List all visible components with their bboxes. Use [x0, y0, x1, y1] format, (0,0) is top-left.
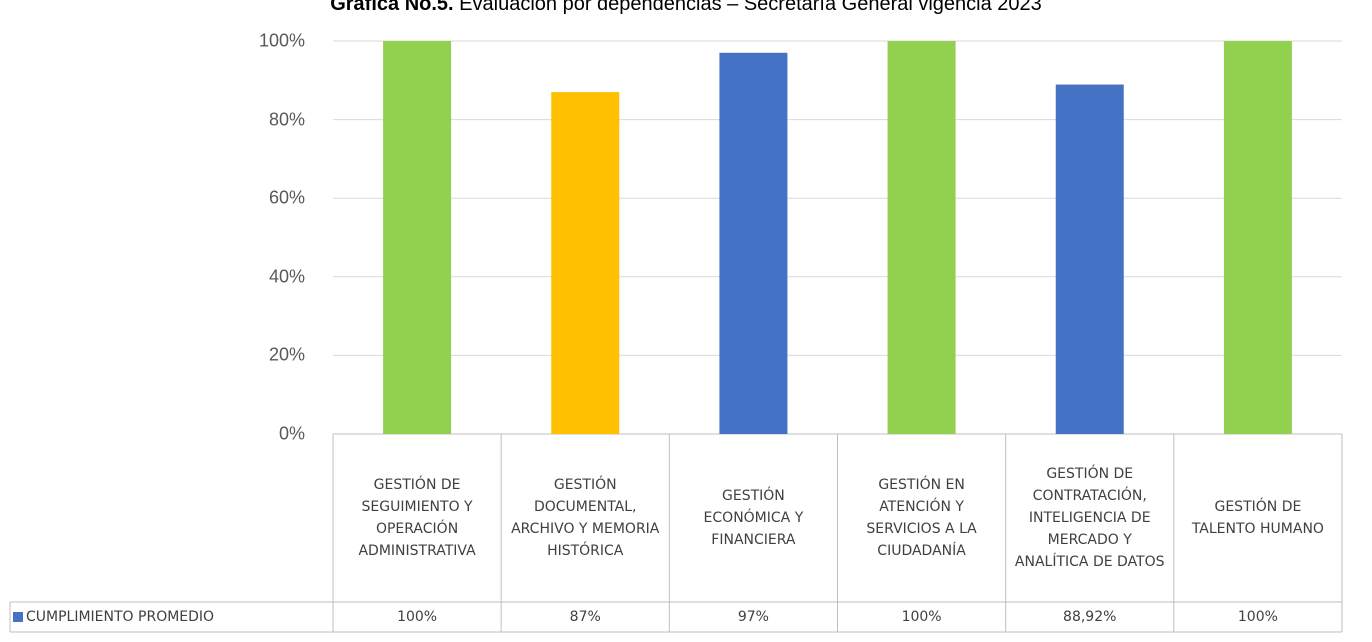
- legend: CUMPLIMIENTO PROMEDIO: [10, 602, 333, 632]
- value-label: 97%: [737, 609, 769, 625]
- x-tick-label: GESTIÓN DE SEGUIMIENTO Y OPERACIÓN ADMIN…: [358, 477, 476, 559]
- value-label: 100%: [1237, 609, 1278, 625]
- title-label: Gráfica No.5.: [330, 0, 454, 15]
- bar: [1223, 41, 1292, 434]
- y-tick-label: 80%: [268, 109, 305, 130]
- y-tick-label: 60%: [268, 187, 305, 208]
- value-label: 100%: [901, 609, 942, 625]
- title-text: Evaluación por dependencias – Secretaría…: [459, 0, 1042, 15]
- value-label: 87%: [569, 609, 601, 625]
- chart-title: Gráfica No.5. Evaluación por dependencia…: [0, 0, 1372, 16]
- bar: [719, 52, 788, 434]
- y-tick-label: 40%: [268, 266, 305, 287]
- value-label: 88,92%: [1063, 609, 1117, 625]
- x-tick-label: GESTIÓN ECONÓMICA Y FINANCIERA: [703, 488, 804, 548]
- bar: [551, 92, 620, 434]
- x-tick-label: GESTIÓN EN ATENCIÓN Y SERVICIOS A LA CIU…: [866, 477, 977, 559]
- x-tick-label: GESTIÓN DOCUMENTAL, ARCHIVO Y MEMORIA HI…: [511, 477, 660, 559]
- x-tick-label: GESTIÓN DE TALENTO HUMANO: [1191, 499, 1324, 537]
- legend-label: CUMPLIMIENTO PROMEDIO: [26, 609, 215, 625]
- bar: [887, 41, 956, 434]
- y-tick-label: 20%: [268, 344, 305, 365]
- value-label: 100%: [397, 609, 438, 625]
- y-tick-label: 0%: [278, 423, 305, 444]
- y-tick-label: 100%: [258, 30, 305, 51]
- x-tick-label: GESTIÓN DE CONTRATACIÓN, INTELIGENCIA DE…: [1014, 466, 1165, 570]
- bar: [383, 41, 452, 434]
- legend-swatch: [13, 612, 23, 622]
- bar: [1055, 84, 1124, 434]
